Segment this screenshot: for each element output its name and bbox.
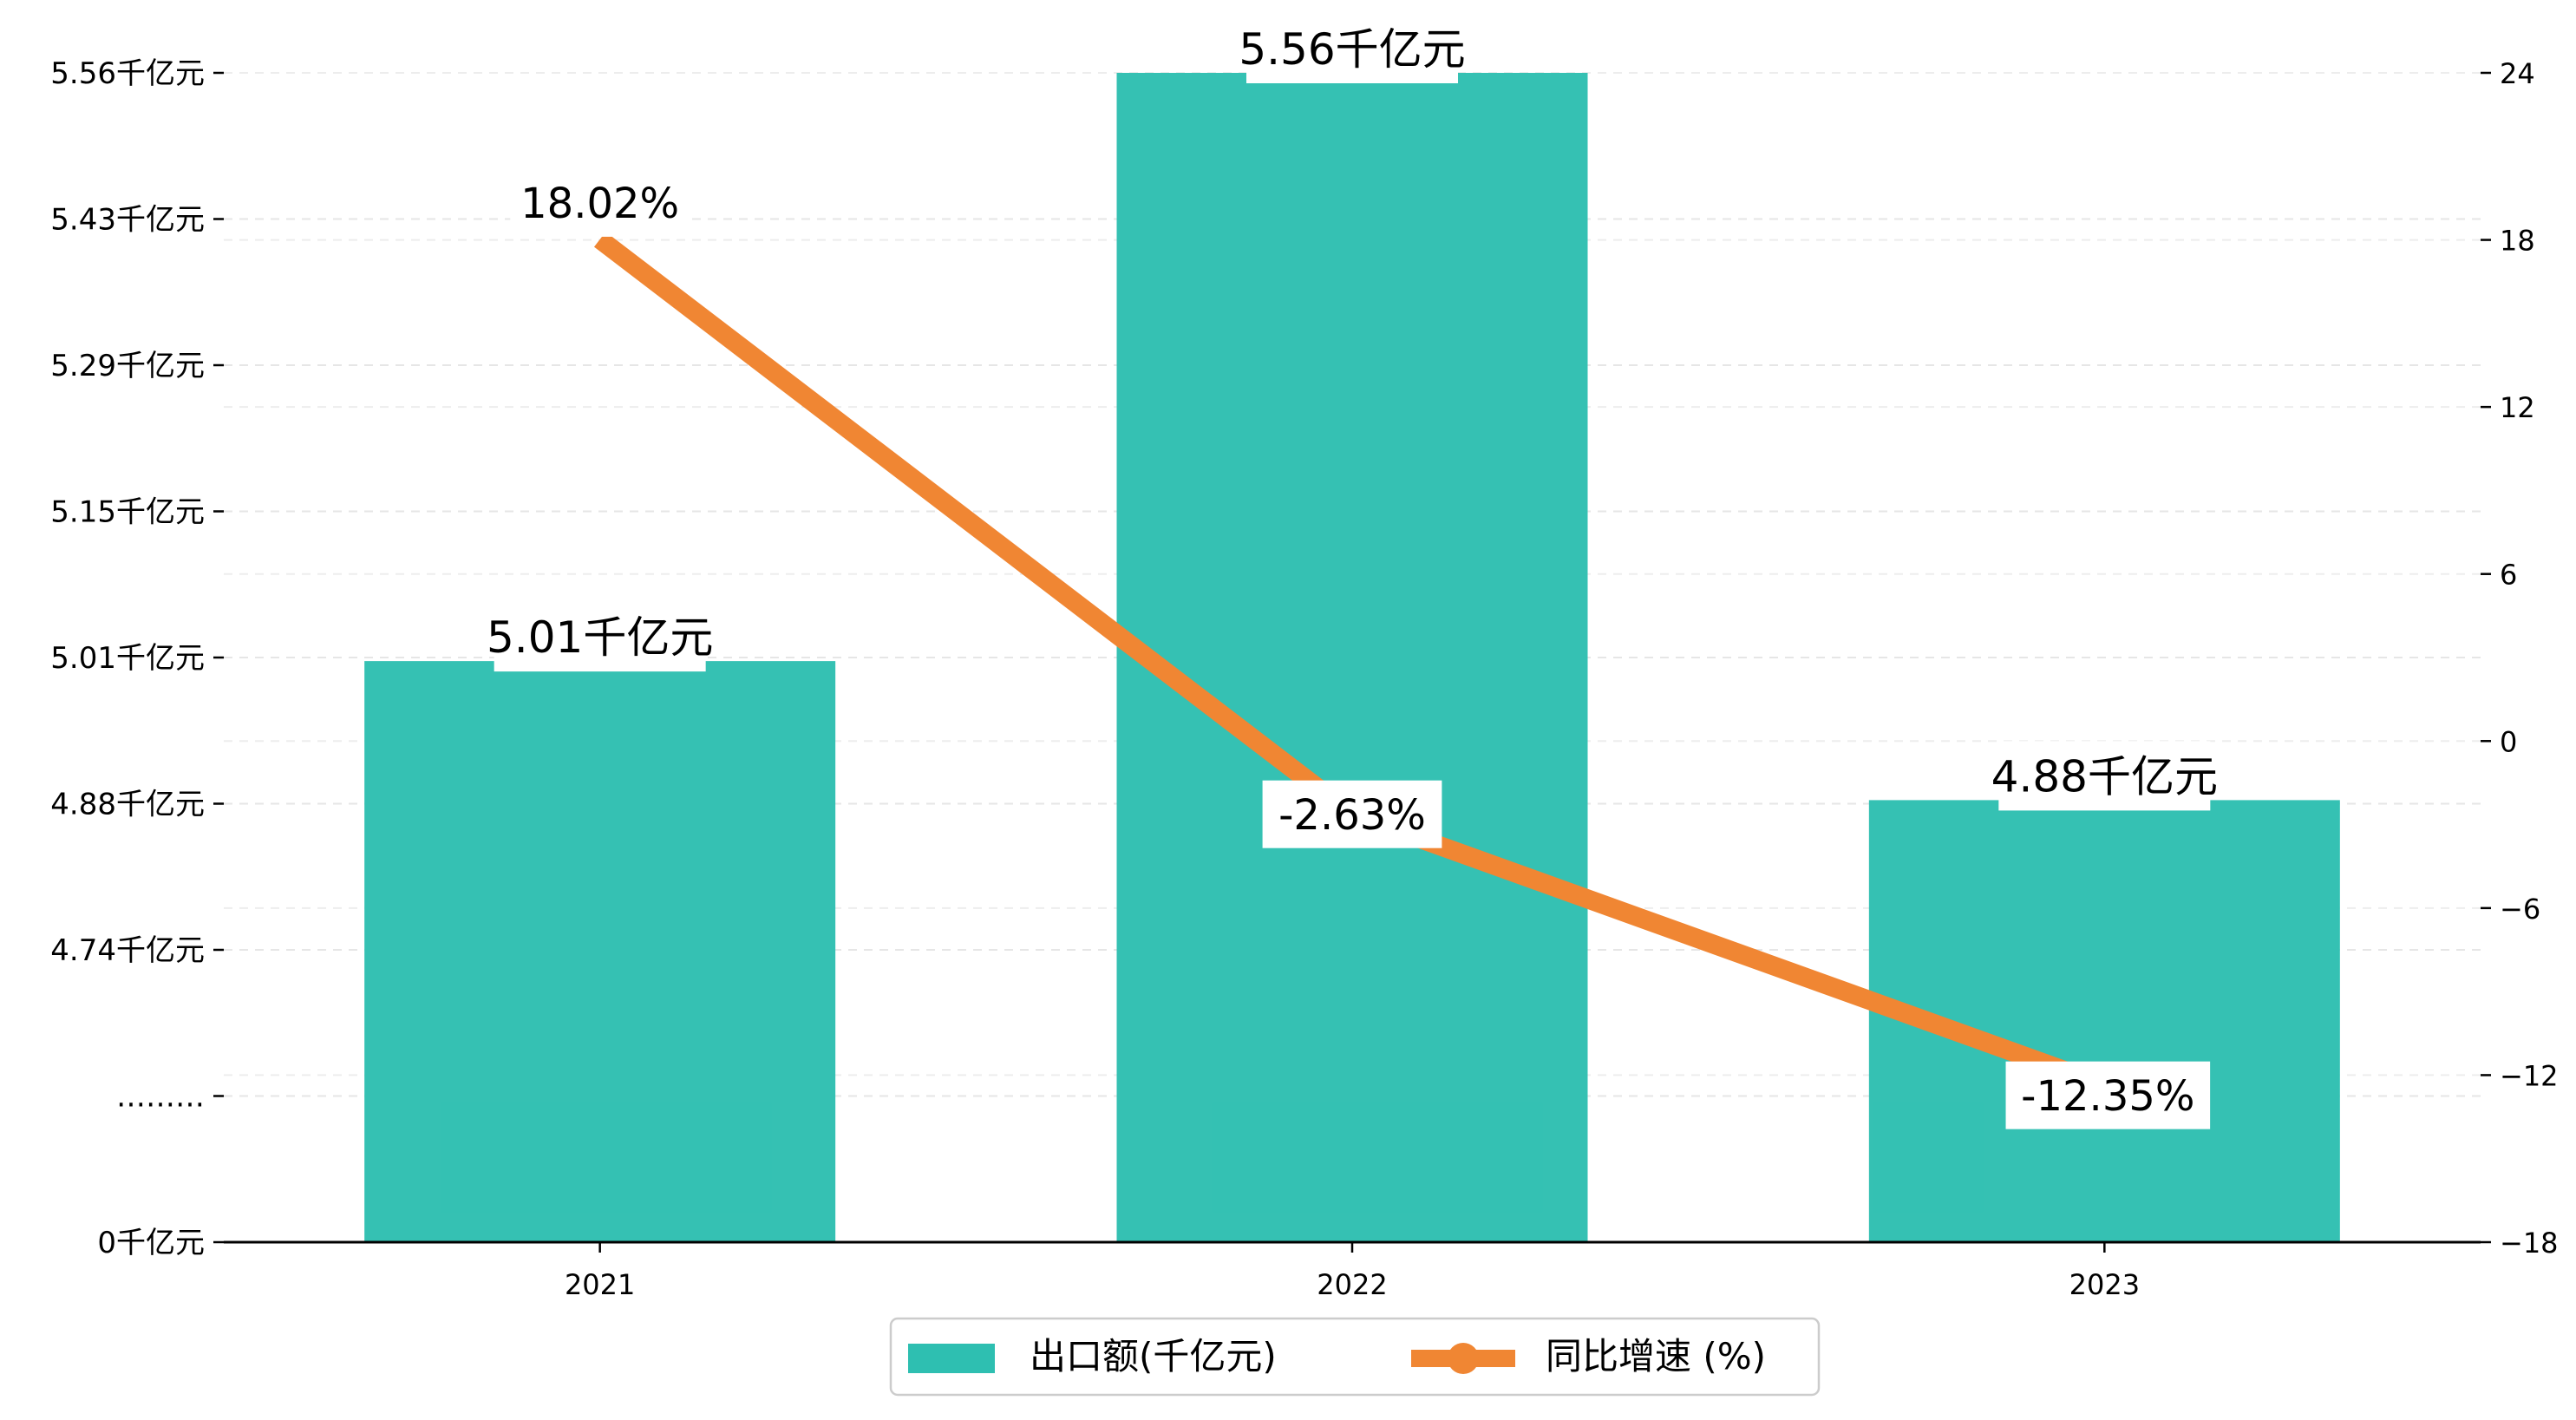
left-tick-label: 5.56千亿元	[50, 56, 205, 91]
bar-label-text: 4.88千亿元	[1991, 751, 2218, 802]
bar-2022	[1116, 73, 1588, 1242]
line-label: -2.63%	[1262, 780, 1442, 848]
bar-label-text: 5.01千亿元	[487, 612, 713, 663]
left-tick-label: 4.88千亿元	[50, 788, 205, 822]
right-tick-label: 6	[2500, 559, 2517, 592]
bar-label-box	[1246, 14, 1458, 83]
line-label-text: 18.02%	[520, 180, 679, 228]
right-tick-label: 24	[2500, 57, 2535, 90]
bar-label: 5.01千亿元	[487, 602, 713, 672]
line-label: -12.35%	[2005, 1061, 2211, 1129]
left-tick-label: 5.29千亿元	[50, 349, 205, 383]
legend-swatch-marker	[1448, 1343, 1479, 1374]
x-tick-label: 2022	[1317, 1268, 1387, 1301]
line-label-box	[2005, 1061, 2211, 1129]
data-labels: 5.01千亿元 5.56千亿元 4.88千亿元 18.02% -2.63% -12.35%	[487, 14, 2218, 1129]
x-tick-label: 2021	[565, 1268, 635, 1301]
left-tick-label: 5.15千亿元	[50, 495, 205, 530]
line-label-box	[1262, 780, 1442, 848]
bar-label: 4.88千亿元	[1991, 741, 2218, 811]
legend: 出口额(千亿元) 同比增速 (%)	[889, 1317, 1821, 1397]
line-label-text: -12.35%	[2021, 1072, 2194, 1121]
line-label-text: -2.63%	[1278, 791, 1426, 840]
bar-2021	[364, 661, 836, 1242]
x-tick-label: 2023	[2069, 1268, 2140, 1301]
right-tick-label: −18	[2500, 1227, 2559, 1260]
right-tick-label: −6	[2500, 893, 2540, 926]
left-tick-label: 5.43千亿元	[50, 203, 205, 238]
left-tick-label: ………	[116, 1080, 205, 1115]
right-tick-label: 18	[2500, 225, 2535, 258]
bar-label-text: 5.56千亿元	[1239, 24, 1465, 75]
line-label-box	[510, 168, 690, 237]
legend-frame	[889, 1317, 1821, 1397]
right-tick-label: 12	[2500, 391, 2535, 424]
left-tick-label: 4.74千亿元	[50, 933, 205, 968]
legend-label-line: 同比增速 (%)	[1546, 1335, 1766, 1377]
legend-label-bar: 出口额(千亿元)	[1030, 1335, 1277, 1377]
bar-label: 5.56千亿元	[1239, 14, 1466, 83]
legend-swatch-bar	[908, 1344, 995, 1373]
right-tick-label: 0	[2500, 725, 2517, 758]
bar-label-box	[494, 602, 706, 672]
bar-label-box	[1998, 741, 2211, 811]
left-tick-label: 0千亿元	[97, 1226, 205, 1260]
line-label: 18.02%	[510, 168, 690, 237]
right-tick-label: −12	[2500, 1059, 2559, 1092]
left-tick-label: 5.01千亿元	[50, 641, 205, 676]
axes: 0千亿元 ……… 4.74千亿元 4.88千亿元 5.01千亿元 5.15千亿元 5.29千…	[50, 56, 2558, 1301]
